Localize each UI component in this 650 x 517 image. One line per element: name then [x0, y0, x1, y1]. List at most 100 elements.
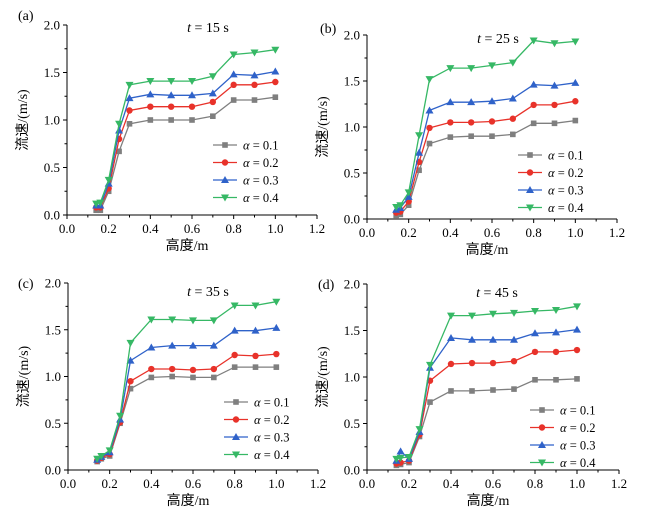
y-axis-label: 流速/(m/s) — [315, 96, 331, 158]
legend-entry: α = 0.1 — [224, 396, 290, 410]
data-point — [209, 341, 218, 349]
data-point — [168, 365, 176, 373]
data-point — [447, 312, 455, 320]
legend-alpha: α — [254, 396, 261, 410]
legend-entry: α = 0.3 — [530, 439, 596, 453]
data-point — [489, 133, 495, 139]
panel-title: t = 15 s — [187, 21, 229, 36]
series-line — [395, 328, 578, 461]
title-value: = 45 s — [480, 286, 518, 301]
title-variable: t — [187, 21, 192, 36]
data-point — [210, 113, 216, 119]
legend-marker — [232, 416, 240, 423]
legend-alpha: α — [560, 439, 567, 453]
legend-alpha: α — [548, 149, 555, 163]
data-point — [250, 71, 259, 79]
data-point — [529, 80, 538, 88]
x-tick-label: 1.2 — [309, 221, 325, 236]
legend-value: = 0.1 — [261, 396, 290, 410]
data-point — [530, 101, 537, 109]
data-point — [188, 91, 196, 99]
data-point — [125, 81, 134, 89]
legend-label: α = 0.2 — [560, 421, 596, 435]
data-point — [127, 377, 134, 385]
panel-label: (d) — [318, 278, 335, 293]
legend-marker — [526, 186, 534, 193]
x-tick-label: 0.4 — [143, 476, 160, 491]
x-tick-label: 0.6 — [185, 476, 202, 491]
y-tick-label: 0.5 — [44, 160, 60, 175]
data-point — [488, 97, 496, 105]
legend-marker — [539, 407, 545, 413]
x-tick-label: 0.0 — [60, 476, 76, 491]
y-tick-label: 1.5 — [344, 74, 360, 89]
x-tick-label: 1.2 — [611, 476, 627, 491]
data-point — [115, 120, 124, 128]
legend-alpha: α — [243, 191, 250, 205]
legend-value: = 0.4 — [250, 191, 280, 205]
legend-value: = 0.1 — [250, 139, 279, 153]
series-2 — [393, 346, 581, 467]
panel-label: (b) — [320, 22, 337, 37]
legend-entry: α = 0.2 — [224, 413, 290, 427]
data-point — [489, 310, 497, 318]
legend-label: α = 0.2 — [548, 166, 584, 180]
x-tick-label: 1.2 — [310, 476, 326, 491]
data-point — [271, 46, 280, 54]
data-point — [446, 65, 455, 73]
y-tick-label: 1.5 — [44, 65, 60, 80]
legend-alpha: α — [243, 156, 250, 170]
panel-title: t = 35 s — [187, 285, 229, 300]
chart-panel-c: 0.0 0.2 0.4 0.6 0.8 1.0 1.2 0.0 0.5 1.0 1.5 2.0 高度/m… — [16, 276, 326, 510]
legend-label: α = 0.2 — [254, 413, 290, 427]
legend-label: α = 0.4 — [243, 191, 279, 205]
legend-marker — [221, 159, 229, 166]
legend-marker — [222, 142, 228, 148]
data-point — [189, 117, 195, 123]
x-tick-label: 1.0 — [267, 221, 283, 236]
legend-alpha: α — [548, 201, 555, 215]
data-point — [447, 333, 455, 341]
data-point — [469, 388, 475, 394]
legend-alpha: α — [548, 166, 555, 180]
legend-value: = 0.2 — [555, 166, 584, 180]
data-point — [531, 348, 539, 356]
data-point — [511, 386, 517, 392]
data-point — [93, 455, 102, 463]
data-point — [97, 452, 106, 460]
legend-marker — [538, 459, 546, 467]
legend-value: = 0.4 — [567, 456, 597, 470]
data-point — [508, 94, 517, 102]
legend-label: α = 0.1 — [560, 404, 596, 418]
data-point — [105, 447, 114, 455]
x-tick-label: 0.8 — [226, 221, 242, 236]
series-4 — [93, 298, 281, 463]
data-point — [550, 40, 559, 48]
data-point — [467, 119, 475, 126]
data-point — [552, 328, 560, 336]
data-point — [126, 339, 135, 347]
data-point — [230, 326, 239, 334]
data-point — [446, 98, 455, 106]
data-point — [531, 329, 539, 337]
data-point — [396, 447, 405, 455]
data-point — [146, 78, 155, 86]
legend-label: α = 0.4 — [254, 448, 290, 462]
y-tick-label: 0.5 — [344, 416, 360, 431]
x-tick-label: 0.6 — [484, 225, 501, 240]
x-tick-label: 0.6 — [184, 221, 201, 236]
data-point — [488, 62, 496, 70]
data-point — [126, 121, 133, 127]
y-tick-label: 1.0 — [45, 369, 61, 384]
series-line — [96, 301, 277, 460]
chart-panel-a: 0.0 0.2 0.4 0.6 0.8 1.0 1.2 0.0 0.5 1.0 1.5 2.0 高度/m… — [15, 9, 325, 254]
data-point — [489, 335, 497, 343]
data-point — [574, 376, 580, 382]
data-point — [210, 365, 218, 373]
legend-entry: α = 0.3 — [213, 174, 279, 188]
legend-entry: α = 0.1 — [213, 139, 279, 153]
data-point — [531, 307, 539, 315]
data-point — [510, 309, 518, 317]
data-point — [571, 38, 580, 46]
data-point — [530, 120, 537, 127]
